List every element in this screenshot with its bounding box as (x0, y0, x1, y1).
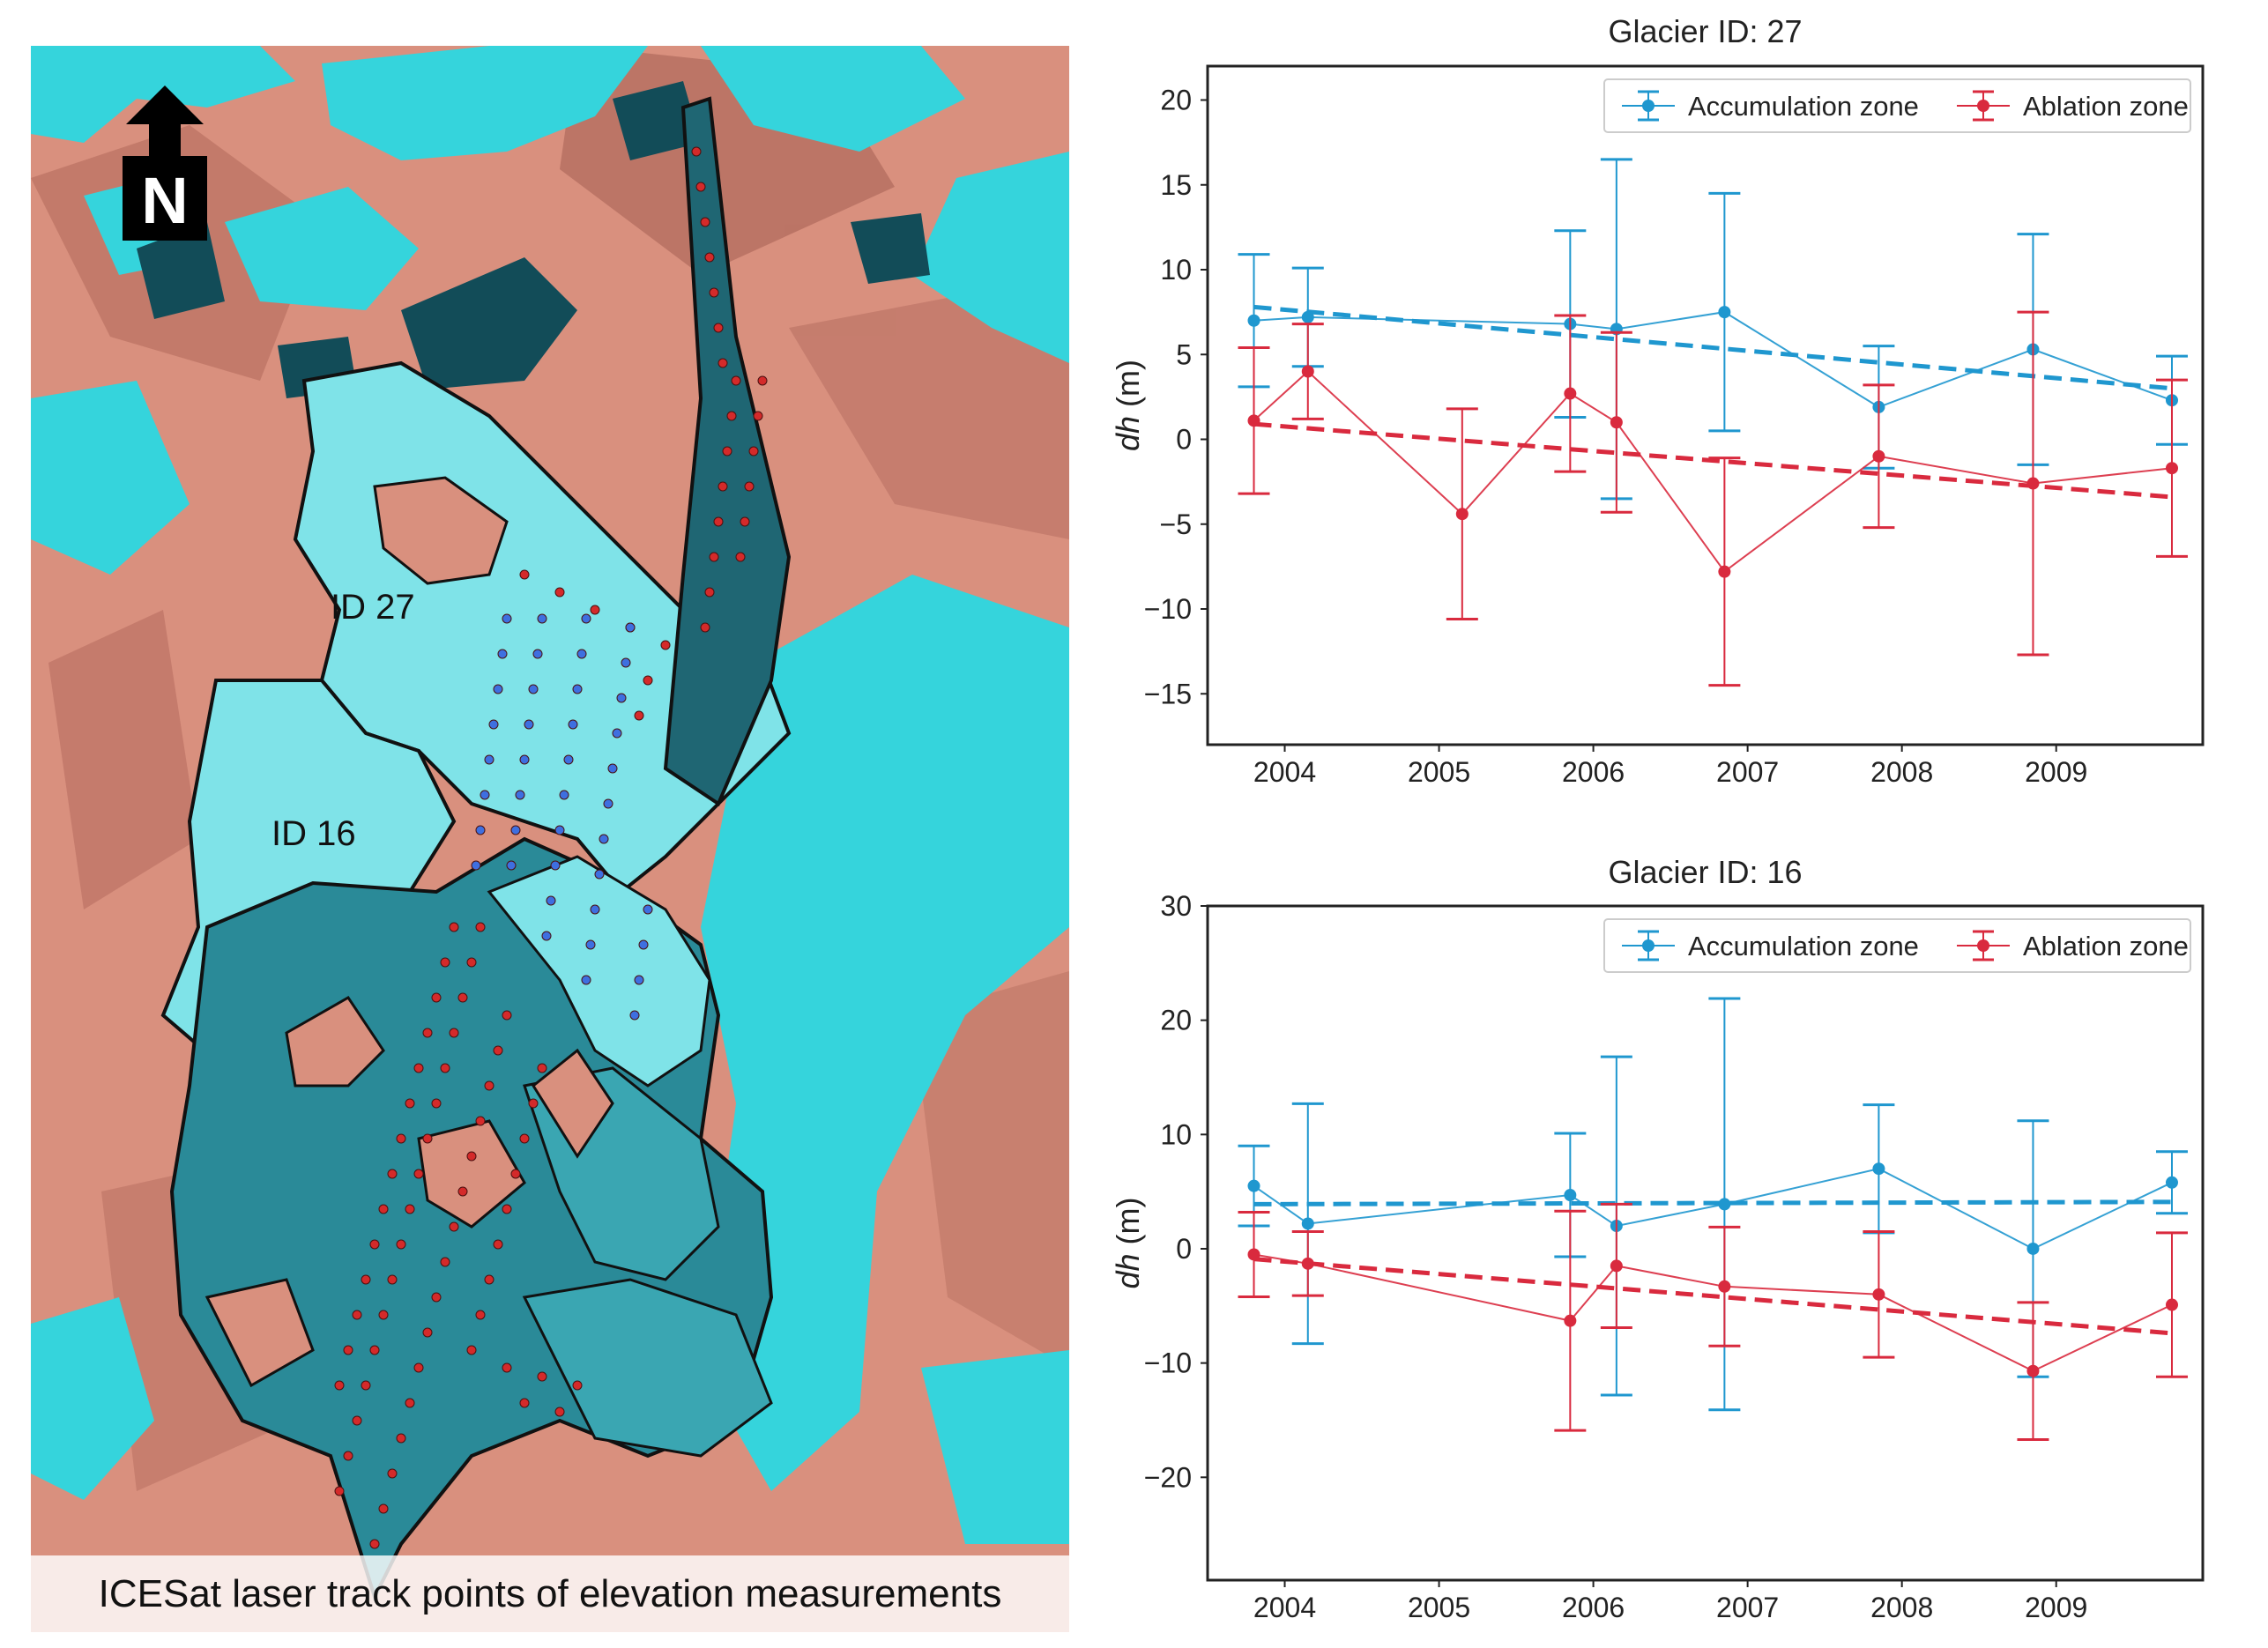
data-point (1247, 314, 1260, 327)
chart-title: Glacier ID: 27 (1608, 13, 1802, 49)
x-tick-label: 2004 (1253, 1592, 1316, 1623)
trend-line (1253, 1257, 2173, 1336)
y-tick-label: 20 (1160, 85, 1192, 116)
x-tick-label: 2009 (2025, 756, 2087, 788)
x-tick-label: 2005 (1408, 1592, 1470, 1623)
data-point (1301, 310, 1314, 323)
trend-line (1253, 1199, 2172, 1206)
chart-2: Glacier ID: 16 −20 −10 0 10 20 30 2004 2005 2006 2… (1110, 854, 2205, 1623)
x-tick-label: 2008 (1870, 1592, 1933, 1623)
x-tick-label: 2004 (1253, 756, 1316, 788)
legend-label: Accumulation zone (1688, 931, 1919, 961)
data-point (2026, 1242, 2040, 1255)
y-tick-label: −5 (1160, 509, 1192, 540)
y-tick-label: −10 (1144, 1347, 1192, 1379)
series-line (1253, 370, 2173, 574)
data-point (2026, 477, 2040, 490)
y-tick-label: 15 (1160, 169, 1192, 201)
y-tick-label: 20 (1160, 1005, 1192, 1036)
legend-label: Accumulation zone (1688, 91, 1919, 122)
y-axis-label: dh (m) (1110, 1197, 1146, 1288)
legend-box (1603, 78, 2191, 133)
glacier-label-id-16: ID 16 (271, 814, 356, 853)
series-ablation (1238, 310, 2188, 687)
data-point (2026, 1364, 2040, 1377)
data-point (2165, 1298, 2178, 1311)
data-point (1301, 1217, 1314, 1230)
x-tick-label: 2007 (1716, 1592, 1779, 1623)
trend-line (1253, 421, 2173, 500)
charts-figure: Glacier ID: 27 −15 −10 −5 0 5 10 15 20 2004 2005 20… (1110, 13, 2205, 1623)
plot-frame (1206, 64, 2205, 746)
trend-line (1253, 304, 2173, 391)
legend-swatch-marker (1977, 939, 1989, 952)
map-caption: ICESat laser track points of elevation m… (31, 1555, 1069, 1632)
series-accumulation (1238, 158, 2188, 501)
data-point (1718, 1280, 1731, 1293)
series-line (1253, 1168, 2173, 1251)
y-tick-label: −15 (1144, 678, 1192, 709)
data-point (1718, 306, 1731, 319)
satellite-map-image (31, 46, 1069, 1632)
y-tick-label: 0 (1176, 424, 1192, 456)
data-point (1564, 387, 1577, 400)
series-ablation (1238, 1202, 2188, 1442)
x-tick-label: 2006 (1562, 1592, 1625, 1623)
data-point (1247, 1248, 1260, 1261)
laser-track-points (334, 146, 768, 1549)
x-tick-label: 2008 (1870, 756, 1933, 788)
north-label: N (141, 164, 188, 237)
data-point (1718, 1198, 1731, 1211)
data-point (1610, 1259, 1623, 1273)
plot-frame (1206, 904, 2205, 1582)
data-point (1564, 1314, 1577, 1327)
x-tick-label: 2009 (2025, 1592, 2087, 1623)
data-point (1247, 1179, 1260, 1192)
data-point (1455, 508, 1469, 521)
series-line (1253, 311, 2173, 409)
data-point (1872, 1288, 1885, 1301)
data-point (1301, 1257, 1314, 1270)
shadow-areas (137, 81, 930, 398)
legend-label: Ablation zone (2023, 931, 2189, 961)
legend-swatch-marker (1642, 100, 1655, 112)
data-point (2165, 462, 2178, 475)
series-line (1253, 1253, 2173, 1372)
nunataks (204, 476, 614, 1388)
data-point (1872, 449, 1885, 463)
x-tick-label: 2005 (1408, 756, 1470, 788)
data-point (1872, 1162, 1885, 1176)
y-tick-label: 0 (1176, 1233, 1192, 1265)
data-point (1301, 365, 1314, 378)
y-tick-label: 10 (1160, 1118, 1192, 1150)
x-tick-label: 2007 (1716, 756, 1779, 788)
north-arrow-icon: N (123, 85, 207, 241)
data-point (1564, 1189, 1577, 1202)
legend-swatch-marker (1642, 939, 1655, 952)
chart-title: Glacier ID: 16 (1608, 854, 1802, 890)
y-tick-label: 30 (1160, 890, 1192, 922)
data-point (1247, 414, 1260, 427)
data-point (1610, 416, 1623, 429)
series-accumulation (1238, 997, 2188, 1412)
legend: Accumulation zone Ablation zone (1603, 918, 2191, 973)
y-tick-label: −10 (1144, 593, 1192, 625)
y-tick-label: −20 (1144, 1461, 1192, 1493)
legend-label: Ablation zone (2023, 91, 2189, 122)
satellite-map-panel: N ID 27 ID 16 ICESat laser track points … (31, 46, 1069, 1632)
y-axis-label: dh (m) (1110, 360, 1146, 451)
legend-swatch-marker (1977, 100, 1989, 112)
data-point (1718, 565, 1731, 578)
legend-box (1603, 918, 2191, 973)
data-point (2165, 1176, 2178, 1189)
glacier-label-id-27: ID 27 (331, 588, 415, 627)
chart-1: Glacier ID: 27 −15 −10 −5 0 5 10 15 20 2004 2005 20… (1110, 13, 2205, 788)
y-tick-label: 10 (1160, 254, 1192, 286)
legend: Accumulation zone Ablation zone (1603, 78, 2191, 133)
y-tick-label: 5 (1176, 338, 1192, 370)
x-tick-label: 2006 (1562, 756, 1625, 788)
